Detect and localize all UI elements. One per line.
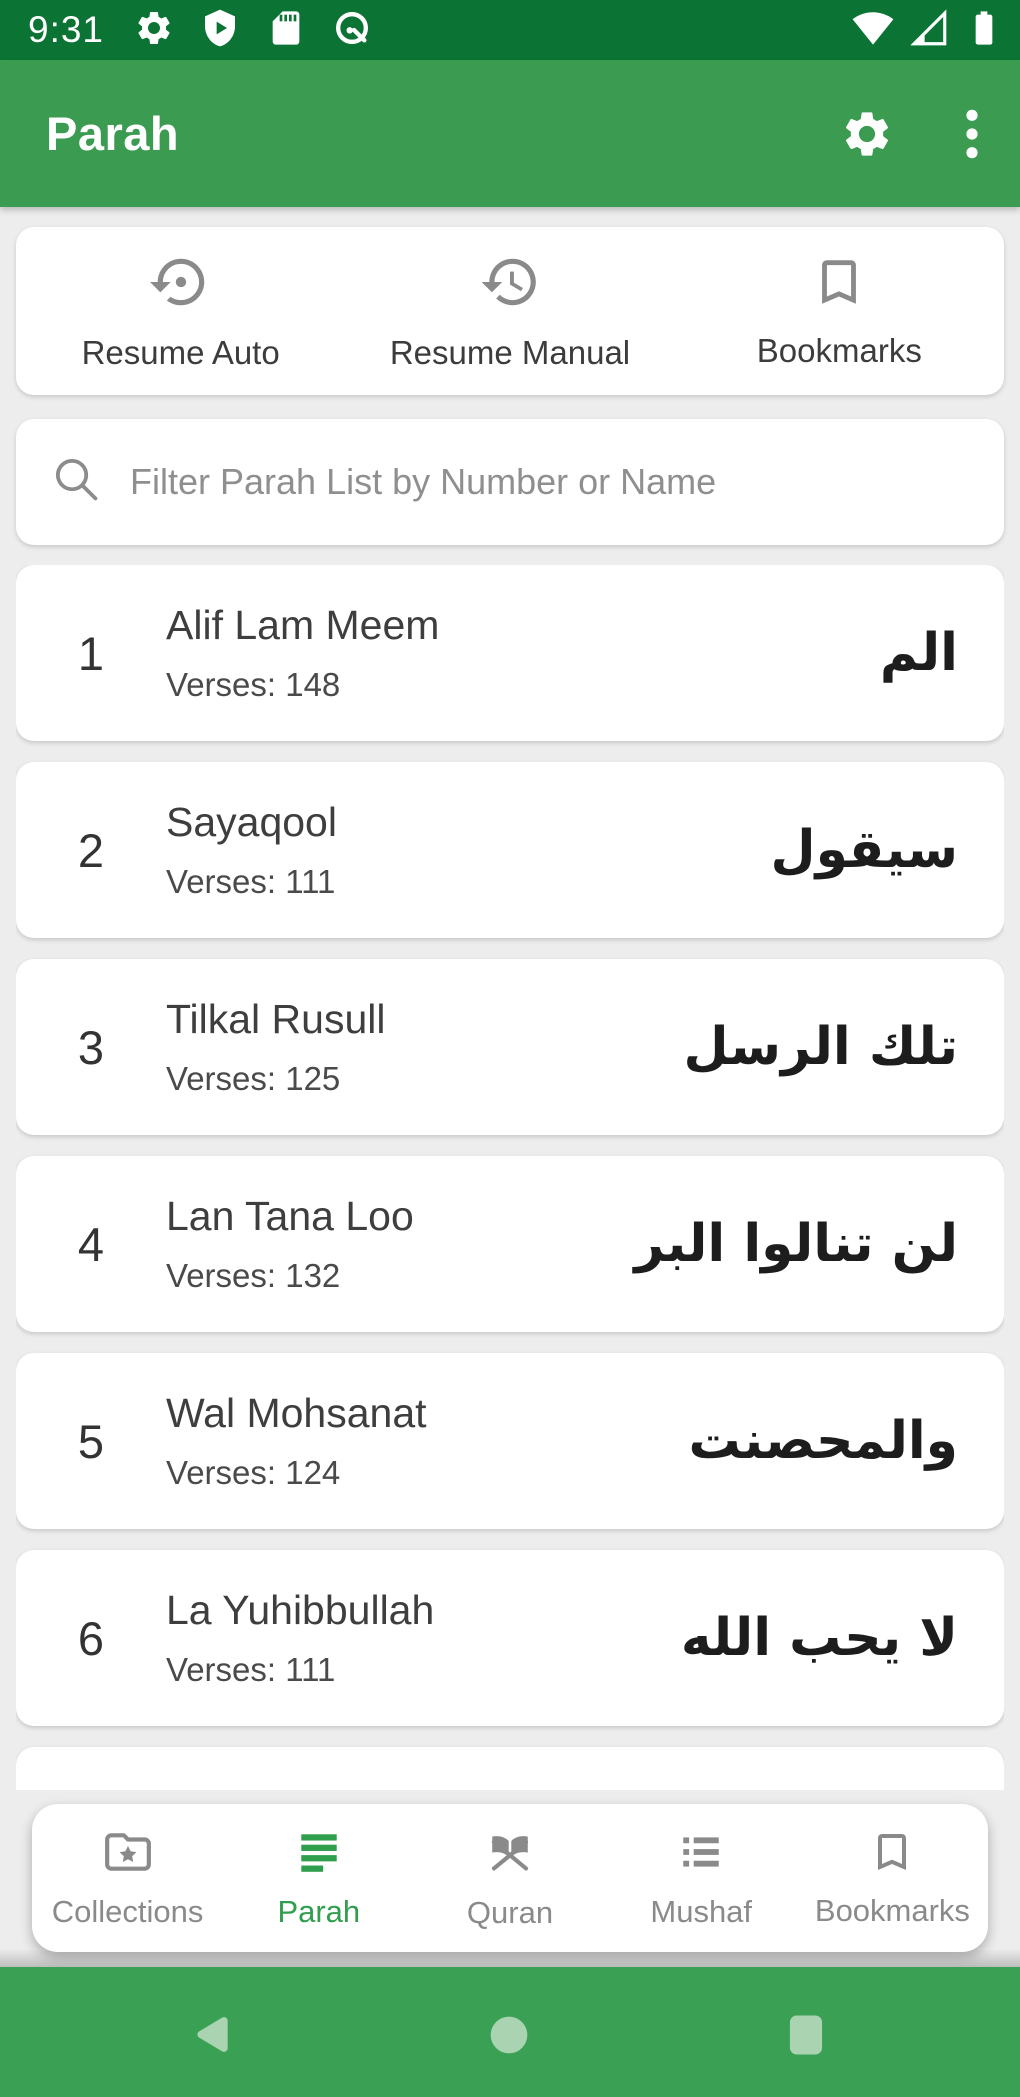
- search-icon: [50, 453, 104, 512]
- parah-arabic-name: تلك الرسل: [683, 1017, 958, 1077]
- parah-name: Lan Tana Loo: [166, 1193, 414, 1239]
- parah-number: 1: [77, 626, 105, 680]
- parah-lines-icon: [294, 1827, 344, 1882]
- parah-verses: Verses: 111: [166, 863, 336, 900]
- recents-button[interactable]: [787, 2013, 825, 2062]
- list-item-parah-4[interactable]: 4 Lan Tana Loo Verses: 132 لن تنالوا الب…: [16, 1156, 1004, 1332]
- parah-arabic-name: لا يحب الله: [680, 1608, 958, 1668]
- tab-parah[interactable]: Parah: [223, 1827, 414, 1930]
- settings-gear-icon: [134, 8, 174, 53]
- parah-arabic-name: الم: [879, 623, 958, 683]
- parah-number: 6: [77, 1611, 105, 1665]
- quran-book-icon: [484, 1826, 536, 1883]
- bottom-navigation: Collections Parah Quran Mushaf Bookmarks: [32, 1804, 988, 1952]
- parah-number: 5: [77, 1414, 105, 1468]
- list-item-parah-5[interactable]: 5 Wal Mohsanat Verses: 124 والمحصنت: [16, 1353, 1004, 1529]
- list-item-parah-2[interactable]: 2 Sayaqool Verses: 111 سيقول: [16, 762, 1004, 938]
- page-title: Parah: [46, 107, 180, 160]
- android-navigation-bar: [0, 1967, 1020, 2097]
- list-item-parah-7-partial[interactable]: [16, 1747, 1004, 1790]
- mushaf-list-icon: [676, 1827, 726, 1882]
- parah-name: Tilkal Rusull: [166, 996, 386, 1042]
- parah-list: 1 Alif Lam Meem Verses: 148 الم 2 Sayaqo…: [16, 565, 1004, 1790]
- parah-verses: Verses: 148: [166, 666, 341, 703]
- tab-parah-label: Parah: [277, 1893, 361, 1929]
- search-card: [16, 419, 1004, 545]
- list-item-parah-6[interactable]: 6 La Yuhibbullah Verses: 111 لا يحب الله: [16, 1550, 1004, 1726]
- parah-arabic-name: والمحصنت: [688, 1411, 958, 1471]
- collections-folder-icon: [103, 1827, 153, 1882]
- tab-mushaf-label: Mushaf: [650, 1893, 753, 1929]
- wifi-icon: [852, 7, 894, 54]
- tab-quran-label: Quran: [466, 1894, 554, 1930]
- bookmark-icon: [868, 1828, 916, 1881]
- tab-quran[interactable]: Quran: [414, 1826, 605, 1931]
- bookmarks-quick-label: Bookmarks: [756, 331, 922, 369]
- parah-name: Alif Lam Meem: [166, 602, 440, 648]
- parah-verses: Verses: 132: [166, 1257, 341, 1294]
- list-item-parah-3[interactable]: 3 Tilkal Rusull Verses: 125 تلك الرسل: [16, 959, 1004, 1135]
- resume-manual-label: Resume Manual: [389, 333, 631, 371]
- tab-bookmarks-label: Bookmarks: [814, 1892, 970, 1928]
- resume-manual-icon: [479, 251, 541, 318]
- bookmark-icon: [810, 253, 868, 316]
- bookmarks-quick-button[interactable]: Bookmarks: [675, 227, 1004, 395]
- resume-auto-button[interactable]: Resume Auto: [16, 227, 345, 395]
- status-right-icons: [852, 7, 1004, 54]
- resume-auto-icon: [149, 251, 212, 318]
- parah-number: 4: [77, 1217, 105, 1271]
- resume-auto-label: Resume Auto: [81, 333, 280, 371]
- android-q-logo-icon: [332, 8, 372, 53]
- overflow-menu-button[interactable]: [964, 106, 980, 162]
- app-bar: Parah: [0, 60, 1020, 207]
- status-bar: 9:31: [0, 0, 1020, 60]
- sd-card-icon: [266, 8, 306, 53]
- cell-signal-icon: [908, 7, 950, 54]
- parah-name: La Yuhibbullah: [166, 1587, 435, 1633]
- battery-icon: [964, 7, 1004, 54]
- clock-time: 9:31: [28, 9, 105, 50]
- tab-collections-label: Collections: [51, 1893, 204, 1929]
- back-button[interactable]: [191, 2011, 235, 2063]
- nav-shadow-scrim: [0, 1950, 1020, 1967]
- parah-verses: Verses: 125: [166, 1060, 341, 1097]
- search-input[interactable]: [130, 461, 970, 503]
- parah-arabic-name: لن تنالوا البر: [634, 1214, 958, 1274]
- tab-collections[interactable]: Collections: [32, 1827, 223, 1930]
- parah-verses: Verses: 124: [166, 1454, 341, 1491]
- play-protect-shield-icon: [200, 8, 240, 53]
- home-button[interactable]: [489, 2015, 529, 2060]
- list-item-parah-1[interactable]: 1 Alif Lam Meem Verses: 148 الم: [16, 565, 1004, 741]
- quick-actions-card: Resume Auto Resume Manual Bookmarks: [16, 227, 1004, 395]
- settings-button[interactable]: [840, 107, 894, 161]
- resume-manual-button[interactable]: Resume Manual: [345, 227, 674, 395]
- parah-name: Sayaqool: [166, 799, 337, 845]
- parah-verses: Verses: 111: [166, 1651, 336, 1688]
- parah-number: 2: [77, 823, 105, 877]
- tab-bookmarks[interactable]: Bookmarks: [797, 1828, 988, 1929]
- status-left-icons: [134, 8, 372, 53]
- parah-name: Wal Mohsanat: [166, 1390, 427, 1436]
- parah-arabic-name: سيقول: [770, 820, 958, 880]
- tab-mushaf[interactable]: Mushaf: [606, 1827, 797, 1930]
- parah-number: 3: [77, 1020, 105, 1074]
